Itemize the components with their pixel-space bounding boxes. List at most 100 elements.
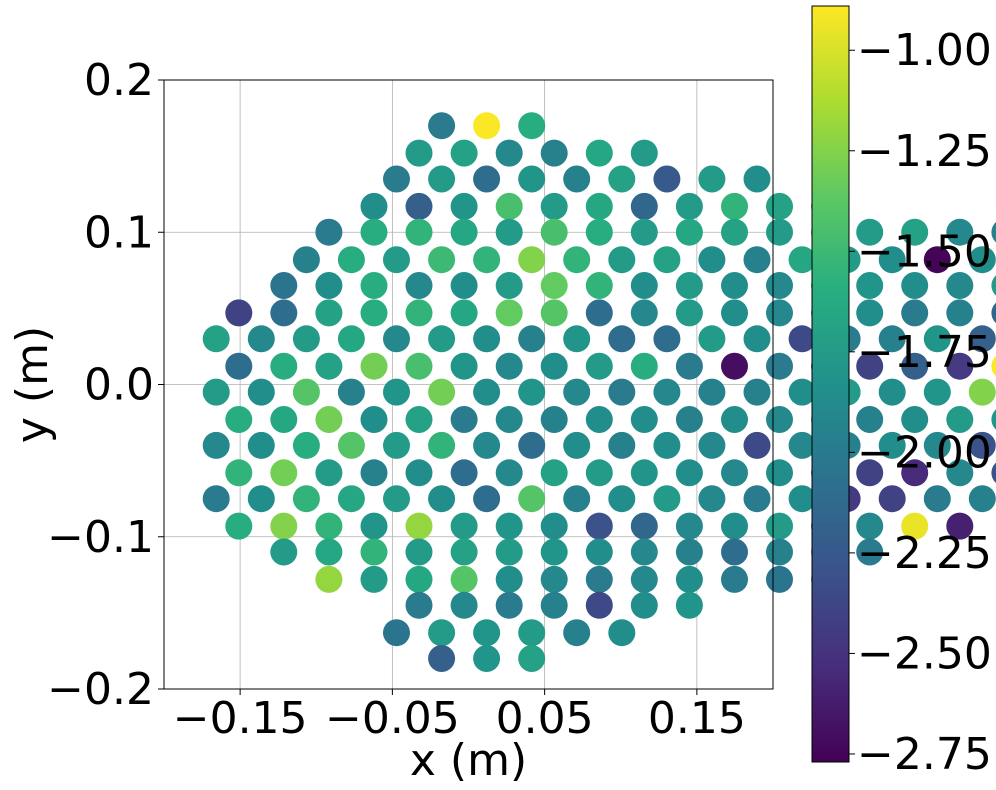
data-point xyxy=(901,218,929,246)
data-point xyxy=(450,192,478,220)
data-point xyxy=(495,591,523,619)
data-point xyxy=(585,591,613,619)
data-point xyxy=(428,645,456,672)
data-point xyxy=(540,512,568,540)
data-point xyxy=(405,272,433,299)
x-tick-label: −0.15 xyxy=(173,693,308,744)
data-point xyxy=(383,378,410,406)
data-point xyxy=(608,325,636,353)
y-tick-label: 0.0 xyxy=(84,360,154,411)
data-point xyxy=(766,406,793,433)
data-point xyxy=(360,192,388,220)
data-point xyxy=(315,565,343,593)
sensor-points xyxy=(202,112,996,672)
data-point xyxy=(292,325,320,353)
data-point xyxy=(428,431,456,459)
data-point xyxy=(878,378,906,406)
data-point xyxy=(788,325,816,353)
data-point xyxy=(225,299,253,327)
data-point xyxy=(856,406,884,433)
data-point xyxy=(518,485,546,513)
data-point xyxy=(270,299,298,327)
data-point xyxy=(923,378,951,406)
data-point xyxy=(360,218,388,246)
data-point xyxy=(585,459,613,487)
data-point xyxy=(315,406,343,433)
data-point xyxy=(450,352,478,380)
data-point xyxy=(360,272,388,299)
data-point xyxy=(901,512,929,540)
data-point xyxy=(968,431,996,459)
data-point xyxy=(383,325,410,353)
data-point xyxy=(495,218,523,246)
data-point xyxy=(563,378,591,406)
x-tick-label: −0.05 xyxy=(325,693,460,744)
data-point xyxy=(450,139,478,167)
data-point xyxy=(766,352,793,380)
data-point xyxy=(968,325,996,353)
data-point xyxy=(878,246,906,274)
data-point xyxy=(721,406,748,433)
data-point xyxy=(405,299,433,327)
data-point xyxy=(675,192,703,220)
data-point xyxy=(495,352,523,380)
colorbar xyxy=(811,5,850,763)
data-point xyxy=(540,218,568,246)
data-point xyxy=(270,512,298,540)
data-point xyxy=(563,431,591,459)
data-point xyxy=(630,459,658,487)
data-point xyxy=(923,325,951,353)
data-point xyxy=(360,512,388,540)
data-point xyxy=(585,538,613,566)
data-point xyxy=(743,485,771,513)
data-point xyxy=(540,591,568,619)
data-point xyxy=(540,272,568,299)
data-point xyxy=(630,272,658,299)
data-point xyxy=(518,165,546,193)
data-point xyxy=(630,538,658,566)
data-point xyxy=(721,512,748,540)
data-point xyxy=(653,485,681,513)
data-point xyxy=(383,431,410,459)
data-point xyxy=(405,352,433,380)
data-point xyxy=(450,591,478,619)
data-point xyxy=(495,459,523,487)
data-point xyxy=(991,356,996,377)
data-point xyxy=(991,409,996,430)
data-point xyxy=(698,431,726,459)
data-point xyxy=(743,431,771,459)
data-point xyxy=(383,485,410,513)
data-point xyxy=(450,512,478,540)
data-point xyxy=(901,272,929,299)
colorbar-tick-label: −1.25 xyxy=(857,126,992,177)
data-point xyxy=(946,218,974,246)
data-point xyxy=(450,565,478,593)
data-point xyxy=(518,246,546,274)
data-point xyxy=(247,325,275,353)
data-point xyxy=(653,165,681,193)
data-point xyxy=(540,352,568,380)
data-point xyxy=(766,565,793,593)
data-point xyxy=(495,139,523,167)
data-point xyxy=(315,299,343,327)
data-point xyxy=(901,299,929,327)
data-point xyxy=(225,512,253,540)
data-point xyxy=(428,165,456,193)
data-point xyxy=(315,459,343,487)
data-point xyxy=(698,378,726,406)
data-point xyxy=(270,459,298,487)
data-point xyxy=(315,272,343,299)
data-point xyxy=(653,431,681,459)
data-point xyxy=(788,378,816,406)
data-point xyxy=(608,431,636,459)
data-point xyxy=(946,406,974,433)
data-point xyxy=(721,459,748,487)
data-point xyxy=(856,459,884,487)
data-point xyxy=(428,485,456,513)
data-point xyxy=(923,485,951,513)
data-point xyxy=(405,538,433,566)
data-point xyxy=(292,246,320,274)
data-point xyxy=(292,431,320,459)
data-point xyxy=(360,352,388,380)
